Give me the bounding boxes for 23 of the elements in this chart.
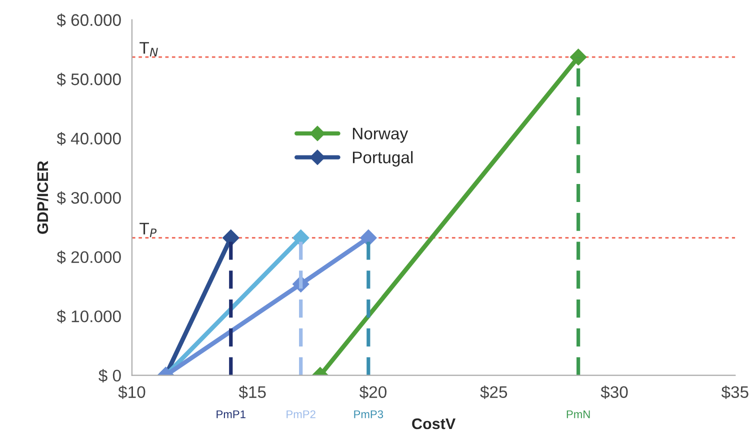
y-tick-label: $ 0 — [98, 369, 121, 383]
y-tick-label: $ 60.000 — [56, 13, 121, 27]
x-tick-label: $10 — [118, 386, 146, 399]
y-tick-label: $ 40.000 — [56, 132, 121, 146]
y-tick-label: $ 30.000 — [56, 191, 121, 205]
legend-label: Norway — [352, 128, 408, 143]
y-tick-label: $ 50.000 — [56, 72, 121, 86]
x-axis-title: CostV — [412, 418, 456, 430]
y-axis-title: GDP/ICER — [36, 160, 48, 234]
ref-line-label: T$_{P}$ — [140, 222, 157, 238]
y-tick-label: $ 10.000 — [56, 310, 121, 324]
x-tick-label: $25 — [480, 386, 508, 399]
legend-label: Portugal — [352, 151, 413, 167]
x-tick-label: $35 — [721, 386, 748, 399]
text: PmP2 — [286, 410, 316, 418]
text: PmN — [566, 410, 590, 418]
y-tick-label: $ 20.000 — [56, 250, 121, 264]
x-tick-label: $15 — [238, 386, 266, 399]
x-tick-label: $20 — [360, 386, 386, 399]
ref-line-label: T$_{N}$ — [140, 42, 158, 56]
text: PmP1 — [216, 410, 246, 418]
text: PmP3 — [354, 410, 384, 418]
x-tick-label: $30 — [600, 386, 628, 399]
